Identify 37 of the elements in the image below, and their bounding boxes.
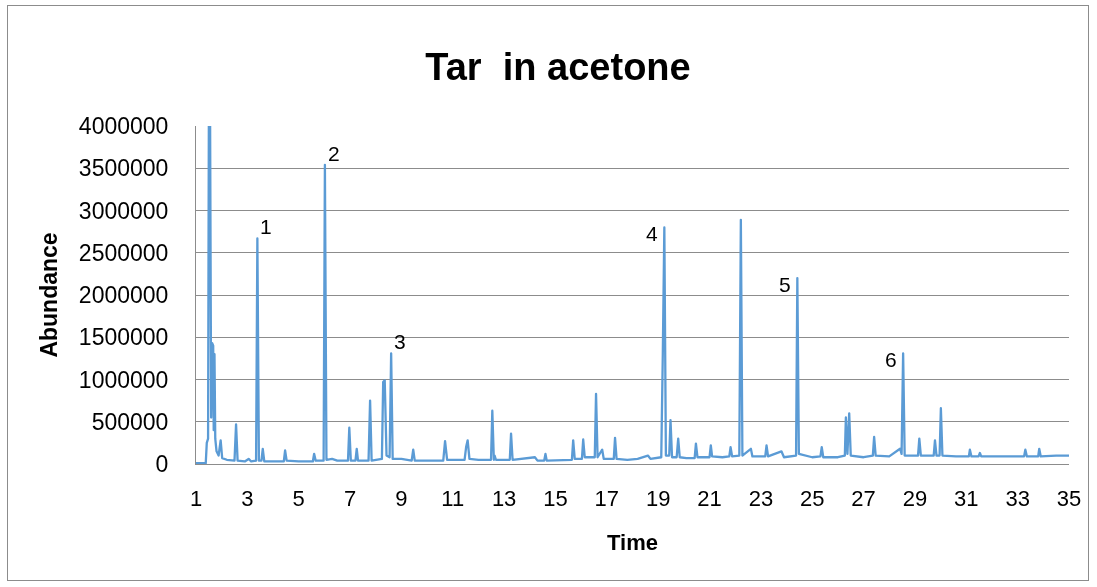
annotation: 5 [779, 273, 791, 296]
y-tick-label: 1000000 [78, 366, 169, 393]
y-tick-label: 2500000 [78, 239, 169, 266]
annotation: 6 [885, 348, 897, 371]
x-tick-label: 27 [851, 486, 876, 512]
y-tick-label: 0 [155, 451, 169, 478]
x-tick-label: 13 [491, 486, 517, 512]
y-axis-title: Abundance [36, 232, 63, 358]
x-tick-label: 5 [292, 486, 305, 512]
y-tick-label: 3000000 [78, 197, 169, 224]
y-tick-label: 4000000 [78, 113, 169, 140]
y-tick-label: 500000 [91, 408, 169, 435]
x-tick-label: 29 [902, 486, 928, 512]
x-tick-label: 35 [1056, 486, 1082, 512]
chart-title: Tar in acetone [425, 46, 691, 89]
line-series [196, 126, 1069, 464]
x-tick-label: 33 [1005, 486, 1030, 512]
x-tick-label: 19 [645, 486, 671, 512]
x-tick-label: 7 [343, 486, 357, 512]
x-tick-label: 31 [954, 486, 979, 512]
y-tick-label: 3500000 [78, 155, 169, 182]
y-tick-label: 1500000 [78, 324, 169, 351]
annotation: 3 [394, 330, 406, 353]
x-axis-title: Time [607, 530, 658, 556]
x-tick-label: 21 [697, 486, 722, 512]
x-tick-label: 17 [594, 486, 620, 512]
x-tick-label: 23 [748, 486, 774, 512]
y-tick-label: 2000000 [78, 282, 169, 309]
x-tick-label: 1 [189, 486, 203, 512]
annotation: 1 [260, 215, 272, 238]
annotation: 4 [646, 222, 658, 245]
x-tick-label: 9 [395, 486, 408, 512]
x-tick-label: 3 [241, 486, 254, 512]
x-tick-label: 11 [441, 486, 465, 512]
x-tick-label: 25 [800, 486, 825, 512]
x-tick-label: 15 [543, 486, 568, 512]
annotation: 2 [328, 142, 340, 165]
